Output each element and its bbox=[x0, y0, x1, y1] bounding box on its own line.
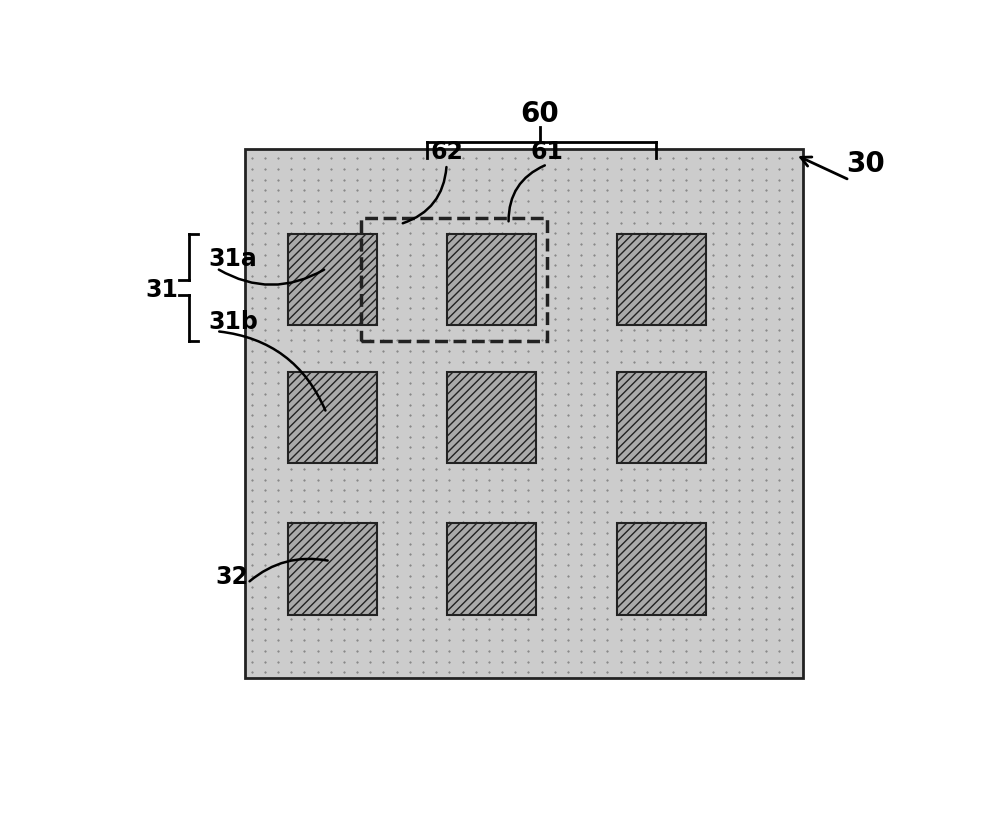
Text: 31a: 31a bbox=[209, 247, 257, 271]
Bar bbox=[288, 372, 377, 464]
Bar bbox=[361, 218, 547, 340]
Bar bbox=[245, 149, 803, 677]
Bar bbox=[447, 372, 536, 464]
Text: 62: 62 bbox=[430, 140, 463, 164]
Text: 61: 61 bbox=[531, 140, 564, 164]
Text: 31: 31 bbox=[146, 278, 179, 303]
Bar bbox=[288, 234, 377, 325]
Text: 30: 30 bbox=[846, 151, 885, 178]
Bar bbox=[447, 524, 536, 614]
Bar bbox=[617, 524, 706, 614]
Bar bbox=[288, 524, 377, 614]
Text: 32: 32 bbox=[216, 565, 248, 589]
Bar bbox=[617, 372, 706, 464]
Bar bbox=[617, 234, 706, 325]
Text: 31b: 31b bbox=[209, 310, 259, 334]
Text: 60: 60 bbox=[520, 100, 559, 128]
Bar bbox=[447, 234, 536, 325]
